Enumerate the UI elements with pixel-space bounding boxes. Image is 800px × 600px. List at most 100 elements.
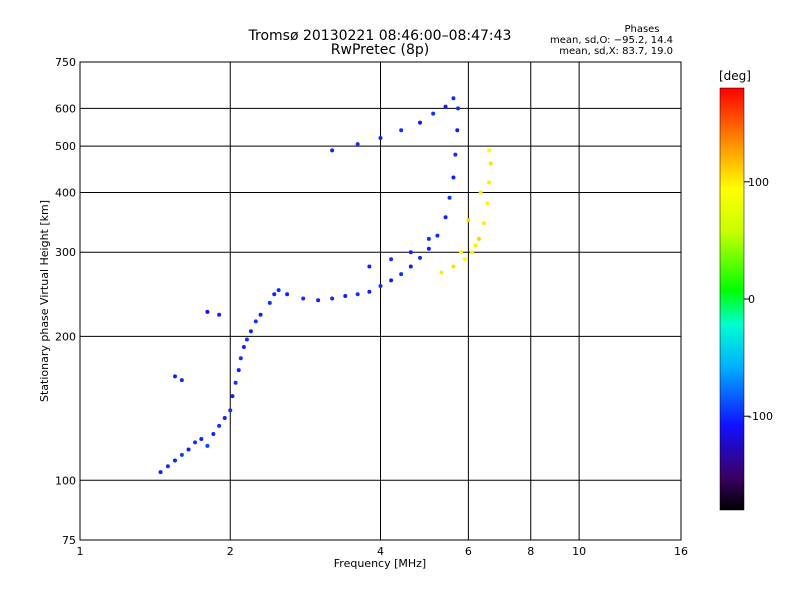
data-point [399,272,404,277]
data-point [443,104,448,109]
colorbar [719,87,745,511]
data-point [456,106,461,111]
data-point [355,142,360,147]
y-tick-label: 75 [62,534,76,547]
y-tick-label: 400 [55,186,76,199]
data-point [469,250,474,255]
data-point [488,161,493,166]
data-point [485,201,490,206]
data-point [316,298,321,303]
data-point [459,250,464,255]
data-point [186,447,191,452]
data-point [447,195,452,200]
chart-title: Tromsø 20130221 08:46:00–08:47:43 [248,28,512,44]
data-point [228,408,233,413]
data-point [172,458,177,463]
y-tick-label: 100 [55,474,76,487]
data-point [443,215,448,220]
y-tick-label: 500 [55,140,76,153]
data-point [453,152,458,157]
data-point [462,257,467,262]
data-point [435,233,440,238]
data-point [165,464,170,469]
data-point [248,329,253,334]
data-point [205,309,210,314]
data-point [241,345,246,350]
x-axis-label: Frequency [MHz] [334,557,426,570]
data-point [217,312,222,317]
colorbar-tick-label: 0 [748,293,755,306]
stats-x-line: mean, sd,X: 83.7, 19.0 [559,46,673,57]
data-point [343,293,348,298]
data-points [158,96,493,475]
stats-header: Phases [624,24,659,35]
data-point [222,415,227,420]
data-point [378,136,383,141]
data-point [267,300,272,305]
data-point [285,292,290,297]
data-point [399,128,404,133]
data-point [466,218,471,223]
x-tick-labels: 1 2 4 6 8 10 16 [77,545,689,558]
data-point [179,452,184,457]
data-point [451,264,456,269]
data-point [217,423,222,428]
data-point [301,296,306,301]
plot-area: 1 2 4 6 8 10 16 75 100 200 300 400 500 600 750 [55,56,688,558]
data-point [172,374,177,379]
data-point [355,292,360,297]
data-point [478,190,483,195]
data-point [408,250,413,255]
data-point [205,443,210,448]
y-tick-label: 750 [55,56,76,69]
x-tick-label: 6 [465,545,472,558]
data-point [378,283,383,288]
y-axis-label: Stationary phase Virtual Height [km] [38,200,51,402]
data-point [455,128,460,133]
data-point [158,470,163,475]
data-point [230,394,235,399]
data-point [233,380,238,385]
data-point [367,289,372,294]
y-tick-label: 300 [55,246,76,259]
data-point [276,288,281,293]
x-tick-label: 1 [77,545,84,558]
data-point [487,148,492,153]
data-point [482,221,487,226]
data-point [451,175,456,180]
x-tick-label: 4 [377,545,384,558]
x-tick-label: 10 [572,545,586,558]
data-point [426,236,431,241]
data-point [244,337,249,342]
chart-subtitle: RwPretec (8p) [331,42,429,58]
data-point [431,111,436,116]
data-point [179,378,184,383]
data-point [389,257,394,262]
colorbar-ticks: 100 0 -100 [744,176,773,423]
data-point [193,440,198,445]
y-tick-label: 600 [55,102,76,115]
data-point [476,236,481,241]
data-point [211,431,216,436]
data-point [418,255,423,260]
data-point [253,319,258,324]
data-point [330,148,335,153]
data-point [330,296,335,301]
data-point [487,180,492,185]
data-point [439,270,444,275]
colorbar-tick-label: -100 [748,410,773,423]
data-point [272,292,277,297]
data-point [473,243,478,248]
data-point [258,312,263,317]
y-tick-labels: 75 100 200 300 400 500 600 750 [55,56,76,547]
data-point [418,120,423,125]
data-point [408,264,413,269]
x-tick-label: 2 [227,545,234,558]
data-point [367,264,372,269]
data-point [389,278,394,283]
y-tick-label: 200 [55,330,76,343]
data-point [426,246,431,251]
data-point [199,436,204,441]
data-point [236,368,241,373]
